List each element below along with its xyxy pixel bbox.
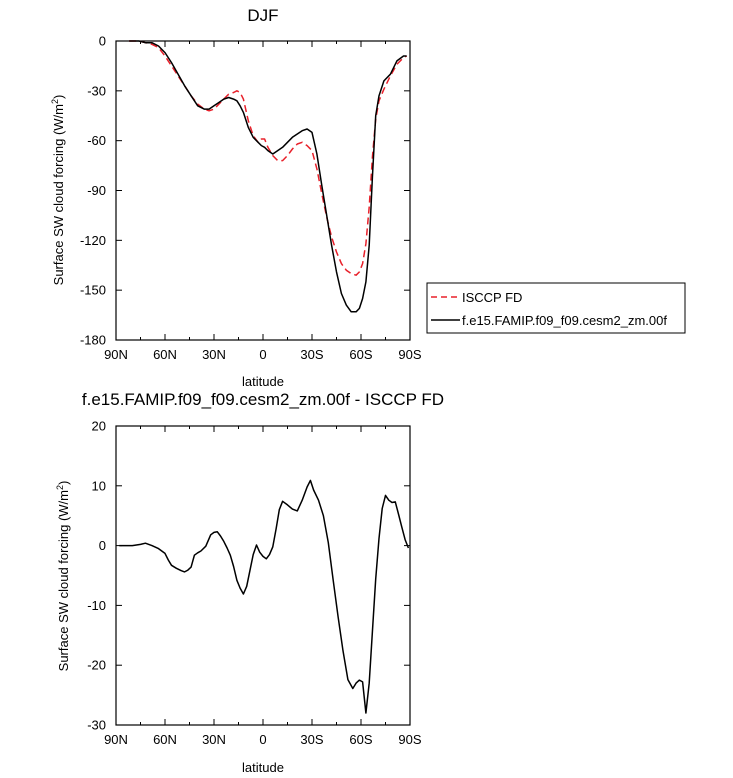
top-y-axis-label: Surface SW cloud forcing (W/m2)	[50, 95, 66, 286]
bottom-x-axis-label: latitude	[242, 760, 284, 775]
bottom-x-ticks: 90N 60N 30N 0 30S 60S 90S	[104, 426, 422, 747]
bottom-x-tick-label: 90N	[104, 732, 128, 747]
bottom-y-tick-label: 0	[99, 538, 106, 553]
bottom-series-lines	[119, 479, 410, 714]
top-y-ticks: 0 -30 -60 -90 -120 -150 -180	[80, 34, 410, 348]
top-x-axis-label: latitude	[242, 374, 284, 389]
legend-label-isccp: ISCCP FD	[462, 290, 522, 305]
top-y-axis-label-superscript: 2	[50, 99, 60, 104]
top-y-tick-label: -60	[87, 133, 106, 148]
top-panel: DJF 90N 60N 30N 0 30S 60S 90S 0 -30 -60 -90 -120 -1…	[50, 6, 422, 389]
bottom-x-tick-label: 30S	[300, 732, 323, 747]
top-y-tick-label: -150	[80, 283, 106, 298]
top-y-tick-label: -180	[80, 333, 106, 348]
bottom-y-axis-label-main: Surface SW cloud forcing (W/m	[56, 490, 71, 671]
top-x-tick-label: 30S	[300, 347, 323, 362]
top-x-tick-label: 90N	[104, 347, 128, 362]
top-y-tick-label: 0	[99, 34, 106, 49]
bottom-y-tick-label: 20	[92, 419, 106, 434]
top-series-lines	[129, 40, 408, 313]
top-x-tick-label: 60N	[153, 347, 177, 362]
bottom-y-tick-label: -10	[87, 598, 106, 613]
bottom-y-axis-label-close: )	[56, 481, 71, 485]
top-series-line-0	[129, 40, 408, 276]
top-y-tick-label: -120	[80, 233, 106, 248]
legend-label-model: f.e15.FAMIP.f09_f09.cesm2_zm.00f	[462, 313, 667, 328]
bottom-plot-frame	[115, 425, 411, 726]
bottom-y-tick-label: -30	[87, 718, 106, 733]
top-x-ticks: 90N 60N 30N 0 30S 60S 90S	[104, 41, 422, 362]
top-y-tick-label: -30	[87, 83, 106, 98]
bottom-y-axis-label-superscript: 2	[55, 485, 65, 490]
top-x-tick-label: 0	[259, 347, 266, 362]
bottom-x-tick-label: 60S	[349, 732, 372, 747]
top-panel-title: DJF	[247, 6, 278, 25]
bottom-panel-title: f.e15.FAMIP.f09_f09.cesm2_zm.00f - ISCCP…	[82, 390, 444, 409]
bottom-y-tick-label: -20	[87, 658, 106, 673]
top-x-tick-label: 30N	[202, 347, 226, 362]
bottom-y-ticks: 20 10 0 -10 -20 -30	[87, 419, 410, 733]
top-x-tick-label: 90S	[398, 347, 421, 362]
bottom-x-tick-label: 90S	[398, 732, 421, 747]
top-plot-frame	[115, 40, 411, 341]
bottom-x-tick-label: 60N	[153, 732, 177, 747]
top-y-axis-label-close: )	[51, 95, 66, 99]
bottom-x-tick-label: 30N	[202, 732, 226, 747]
legend: ISCCP FD f.e15.FAMIP.f09_f09.cesm2_zm.00…	[426, 282, 686, 334]
bottom-y-axis-label: Surface SW cloud forcing (W/m2)	[55, 481, 71, 672]
top-y-axis-label-main: Surface SW cloud forcing (W/m	[51, 104, 66, 285]
bottom-panel: f.e15.FAMIP.f09_f09.cesm2_zm.00f - ISCCP…	[55, 390, 444, 775]
top-series-line-1	[129, 40, 407, 313]
bottom-x-tick-label: 0	[259, 732, 266, 747]
legend-box	[426, 282, 686, 334]
top-y-tick-label: -90	[87, 183, 106, 198]
bottom-series-line-0	[119, 479, 410, 714]
bottom-y-tick-label: 10	[92, 478, 106, 493]
top-x-tick-label: 60S	[349, 347, 372, 362]
